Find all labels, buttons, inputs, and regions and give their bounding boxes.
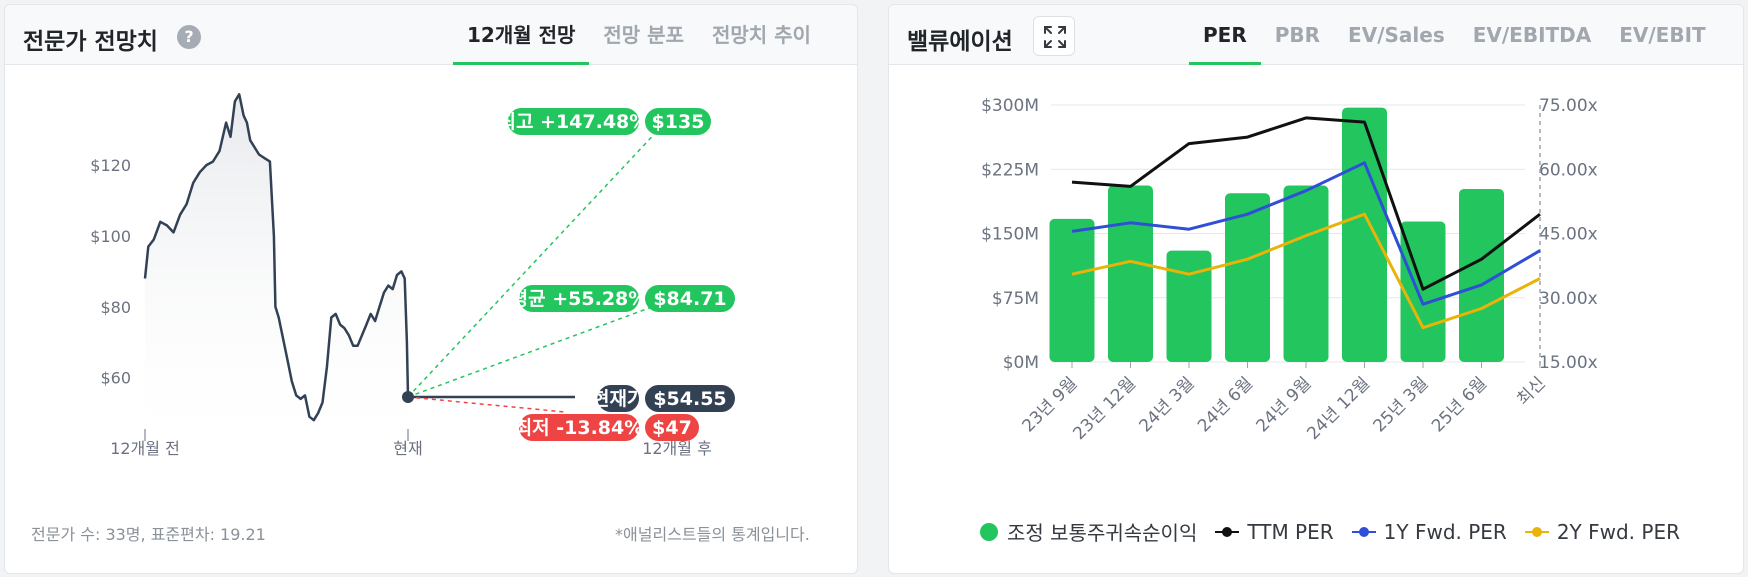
- valuation-tabs: PER PBR EV/Sales EV/EBITDA EV/EBIT: [1189, 5, 1720, 65]
- valuation-chart: $300M $225M $150M $75M $0M 75.00x 60.00x 45.00x…: [981, 96, 1598, 444]
- target-current-name: 현재가: [592, 388, 645, 410]
- legend-item-net-income[interactable]: 조정 보통주귀속순이익: [979, 517, 1197, 546]
- legend-dot-icon: [980, 522, 998, 541]
- target-mean-name: 평균 +55.28%: [511, 288, 648, 310]
- target-low-price-pill: [645, 414, 699, 441]
- legend-line-icon: [1215, 526, 1240, 537]
- y-tick-label: $60: [100, 369, 131, 388]
- legend-line-icon: [1524, 526, 1549, 537]
- valuation-legend: 조정 보통주귀속순이익 TTM PER 1Y Fwd. PER 2Y Fwd. …: [979, 517, 1698, 546]
- net-income-bar: [1459, 188, 1504, 362]
- net-income-bar: [1049, 218, 1095, 362]
- target-low-name: 최저 -13.84%: [515, 417, 644, 439]
- tab-ev-sales[interactable]: EV/Sales: [1348, 23, 1445, 47]
- valuation-header: 밸류에이션 PER PBR EV/Sales EV/EBITDA EV/EBIT: [889, 5, 1743, 65]
- target-high-name-pill: [507, 108, 639, 135]
- y-tick-label: $80: [100, 298, 131, 317]
- x-category-label: 24년 12월: [1303, 373, 1374, 444]
- legend-item-1y-fwd-per[interactable]: 1Y Fwd. PER: [1351, 519, 1507, 544]
- series-line-0: [1071, 116, 1541, 291]
- target-high-price: $135: [652, 111, 705, 133]
- series-line-1: [1071, 161, 1541, 306]
- y-tick-label: $100: [90, 227, 131, 246]
- target-mean-name-pill: [519, 285, 639, 312]
- statistics-note: *애널리스트들의 통계입니다.: [615, 525, 810, 544]
- legend-label: 1Y Fwd. PER: [1383, 519, 1507, 544]
- x-category-label: 25년 3월: [1370, 373, 1433, 436]
- question-circle-icon[interactable]: ?: [177, 25, 201, 49]
- net-income-bar: [1225, 193, 1270, 362]
- tab-pbr[interactable]: PBR: [1274, 23, 1321, 47]
- tab-ev-ebitda[interactable]: EV/EBITDA: [1472, 23, 1592, 47]
- target-mean-price-pill: [645, 285, 735, 312]
- y-left-tick-label: $150M: [981, 225, 1039, 245]
- target-high-price-pill: [645, 108, 711, 135]
- target-current-name-pill: [597, 385, 639, 412]
- net-income-bar: [1283, 185, 1329, 362]
- target-high-name: 최고 +147.48%: [498, 111, 648, 133]
- y-right-tick-label: 60.00x: [1539, 160, 1598, 180]
- x-category-label: 24년 3월: [1136, 373, 1199, 436]
- legend-line-icon: [1351, 526, 1376, 537]
- analyst-forecast-card: 전문가 전망치 ? 12개월 전망 전망 분포 전망치 추이 $120 $100 $…: [4, 4, 858, 574]
- current-price-dot: [402, 391, 414, 403]
- tab-per[interactable]: PER: [1189, 5, 1261, 65]
- y-left-tick-label: $225M: [981, 160, 1039, 180]
- legend-label: TTM PER: [1247, 519, 1334, 544]
- y-left-tick-label: $300M: [981, 96, 1039, 116]
- legend-item-ttm-per[interactable]: TTM PER: [1215, 519, 1334, 544]
- x-tick-label: 12개월 전: [110, 439, 180, 458]
- price-history-area: [145, 94, 408, 435]
- target-low-price: $47: [652, 417, 692, 439]
- target-mean-price: $84.71: [653, 288, 726, 310]
- y-left-tick-label: $75M: [992, 289, 1039, 309]
- target-high-line: [407, 126, 662, 398]
- expand-icon: [1044, 26, 1066, 48]
- forecast-title: 전문가 전망치: [23, 29, 158, 55]
- expand-button[interactable]: [1033, 16, 1075, 56]
- y-right-tick-label: 30.00x: [1539, 289, 1598, 309]
- target-current-price: $54.55: [653, 388, 726, 410]
- y-right-tick-label: 15.00x: [1539, 353, 1598, 373]
- series-line-2: [1071, 212, 1541, 330]
- valuation-card: 밸류에이션 PER PBR EV/Sales EV/EBITDA EV/EBIT…: [888, 4, 1744, 574]
- x-category-label: 최신: [1513, 373, 1549, 409]
- target-current-price-pill: [645, 385, 735, 412]
- valuation-title: 밸류에이션: [907, 29, 1013, 55]
- x-category-label: 24년 6월: [1194, 373, 1257, 436]
- target-low-name-pill: [519, 414, 639, 441]
- target-low-line: [407, 396, 566, 413]
- legend-label: 2Y Fwd. PER: [1556, 519, 1680, 544]
- tab-forecast-trend[interactable]: 전망치 추이: [711, 23, 811, 47]
- y-left-tick-label: $0M: [1003, 353, 1039, 373]
- analyst-count-note: 전문가 수: 33명, 표준편차: 19.21: [31, 525, 266, 544]
- x-category-label: 25년 6월: [1428, 373, 1491, 436]
- tab-forecast-distribution[interactable]: 전망 분포: [603, 23, 684, 47]
- net-income-bar: [1342, 107, 1387, 362]
- tab-ev-ebit[interactable]: EV/EBIT: [1619, 23, 1706, 47]
- x-tick-label: 12개월 후: [642, 439, 712, 458]
- y-right-tick-label: 75.00x: [1539, 96, 1598, 116]
- x-tick-label: 현재: [393, 439, 422, 458]
- forecast-tabs: 12개월 전망 전망 분포 전망치 추이: [453, 5, 825, 65]
- price-history-line: [143, 93, 410, 422]
- forecast-header: 전문가 전망치 ? 12개월 전망 전망 분포 전망치 추이: [5, 5, 857, 65]
- legend-label: 조정 보통주귀속순이익: [1007, 521, 1198, 545]
- y-tick-label: $120: [90, 156, 131, 175]
- net-income-bar: [1166, 250, 1212, 362]
- tab-12-month-forecast[interactable]: 12개월 전망: [453, 5, 590, 65]
- y-right-tick-label: 45.00x: [1539, 225, 1598, 245]
- legend-item-2y-fwd-per[interactable]: 2Y Fwd. PER: [1524, 519, 1680, 544]
- x-category-label: 23년 12월: [1069, 373, 1140, 444]
- target-mean-line: [407, 301, 666, 398]
- net-income-bar: [1108, 185, 1153, 362]
